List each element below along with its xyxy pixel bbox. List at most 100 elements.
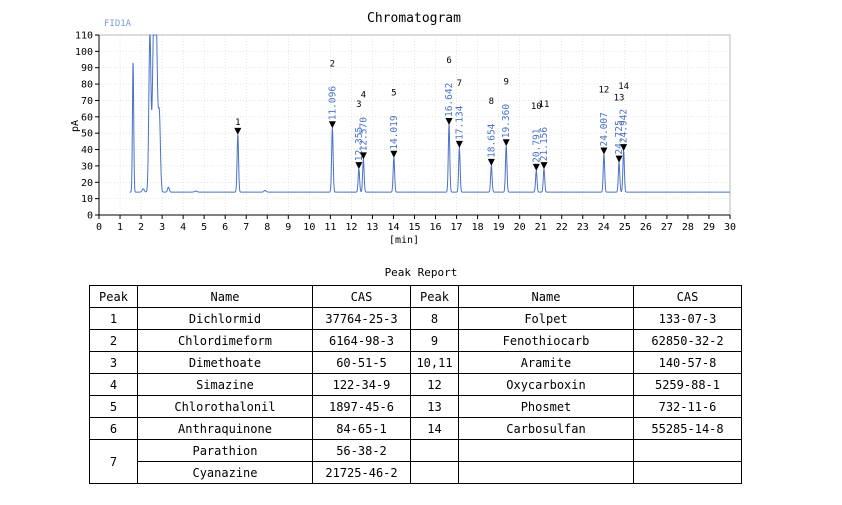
peak-marker [615,155,623,163]
x-tick-label: 18 [472,222,484,233]
retention-time-label: 24.725 [614,120,625,154]
peak-cell: 10,11 [410,351,459,374]
table-row: 6 Anthraquinone 84-65-1 14 Carbosulfan 5… [89,417,742,440]
x-axis-label: [min] [389,235,419,246]
name-cell: Parathion [137,439,313,462]
x-tick-label: 5 [201,222,207,233]
chromatogram-trace [129,34,730,193]
y-tick-label: 100 [75,47,93,58]
name-cell: Carbosulfan [458,417,634,440]
y-tick-label: 0 [87,211,93,222]
peak-marker [487,158,495,166]
name-cell: Simazine [137,373,313,396]
x-tick-label: 30 [724,222,736,233]
peak-number-label: 12 [599,85,610,95]
table-row: 2 Chlordimeform 6164-98-3 9 Fenothiocarb… [89,329,742,352]
x-tick-label: 8 [264,222,270,233]
header-peak-right: Peak [410,285,459,308]
x-tick-label: 21 [535,222,547,233]
peak-6: 6 16.642 [444,56,455,125]
retention-time-label: 20.791 [531,128,542,163]
peak-10: 10 20.791 [531,102,542,171]
peak-marker [620,144,628,152]
chart-title: Chromatogram [367,11,461,26]
x-tick-label: 9 [285,222,291,233]
cas-cell: 56-38-2 [312,439,411,462]
x-tick-label: 1 [117,222,123,233]
y-axis-label: pA [70,120,81,132]
cas-cell [633,461,742,484]
peak-4: 4 12.570 [358,90,369,160]
peak-number-label: 3 [356,100,361,110]
retention-time-label: 11.096 [327,86,338,121]
peak-number-label: 7 [457,79,462,89]
retention-time-label: 12.570 [358,117,369,152]
x-tick-label: 14 [387,222,399,233]
cas-cell: 5259-88-1 [633,373,742,396]
name-cell: Dichlormid [137,307,313,330]
trace [129,34,730,193]
peak-number-label: 1 [235,118,240,128]
grid-lines [99,35,730,215]
cas-cell: 122-34-9 [312,373,411,396]
x-tick-label: 19 [493,222,505,233]
table-row: 3 Dimethoate 60-51-5 10,11 Aramite 140-5… [89,351,742,374]
y-tick-label: 70 [81,96,93,107]
peak-cell: 13 [410,395,459,418]
x-tick-label: 28 [682,222,694,233]
x-tick-label: 24 [598,222,610,233]
cas-cell: 6164-98-3 [312,329,411,352]
peak-number-label: 13 [614,94,625,104]
name-cell: Aramite [458,351,634,374]
peak-8: 8 18.654 [486,97,497,166]
retention-time-label: 24.007 [599,112,610,146]
peak-1: 1 [234,118,242,135]
cas-cell: 140-57-8 [633,351,742,374]
header-cas-left: CAS [312,285,411,308]
peak-cell: 2 [89,329,138,352]
name-cell: Chlorothalonil [137,395,313,418]
y-tick-label: 90 [81,63,93,74]
x-tick-label: 20 [514,222,526,233]
y-tick-label: 80 [81,80,93,91]
x-tick-label: 27 [661,222,673,233]
table-header-row: Peak Name CAS Peak Name CAS [89,285,742,308]
peak-marker [355,162,363,170]
peak-cell: 8 [410,307,459,330]
x-tick-label: 4 [180,222,186,233]
cas-cell: 84-65-1 [312,417,411,440]
retention-time-label: 17.134 [454,105,465,140]
retention-time-label: 21.156 [539,127,550,162]
retention-time-label: 16.642 [444,83,455,117]
peak-marker [359,152,367,160]
x-tick-label: 15 [408,222,420,233]
name-cell [458,439,634,462]
peak-12: 12 24.007 [599,85,610,155]
cas-cell: 732-11-6 [633,395,742,418]
peak-marker [390,150,398,158]
peak-cell: 6 [89,417,138,440]
peak-marker [502,139,510,147]
x-tick-label: 29 [703,222,715,233]
y-tick-label: 30 [81,161,93,172]
peak-number-label: 5 [391,89,396,99]
y-tick-label: 60 [81,112,93,123]
x-tick-label: 13 [366,222,378,233]
peak-marker [328,121,336,129]
peak-cell: 14 [410,417,459,440]
name-cell: Folpet [458,307,634,330]
peak-number-label: 6 [446,56,451,66]
x-tick-label: 7 [243,222,249,233]
header-name-left: Name [137,285,313,308]
cas-cell: 55285-14-8 [633,417,742,440]
x-tick-label: 26 [640,222,652,233]
peak-cell [410,439,459,462]
peak-cell: 7 [89,439,138,484]
x-tick-label: 12 [345,222,357,233]
name-cell: Chlordimeform [137,329,313,352]
x-tick-label: 23 [577,222,589,233]
peak-2: 2 11.096 [327,59,338,129]
retention-time-label: 14.019 [389,115,400,150]
peak-cell: 12 [410,373,459,396]
